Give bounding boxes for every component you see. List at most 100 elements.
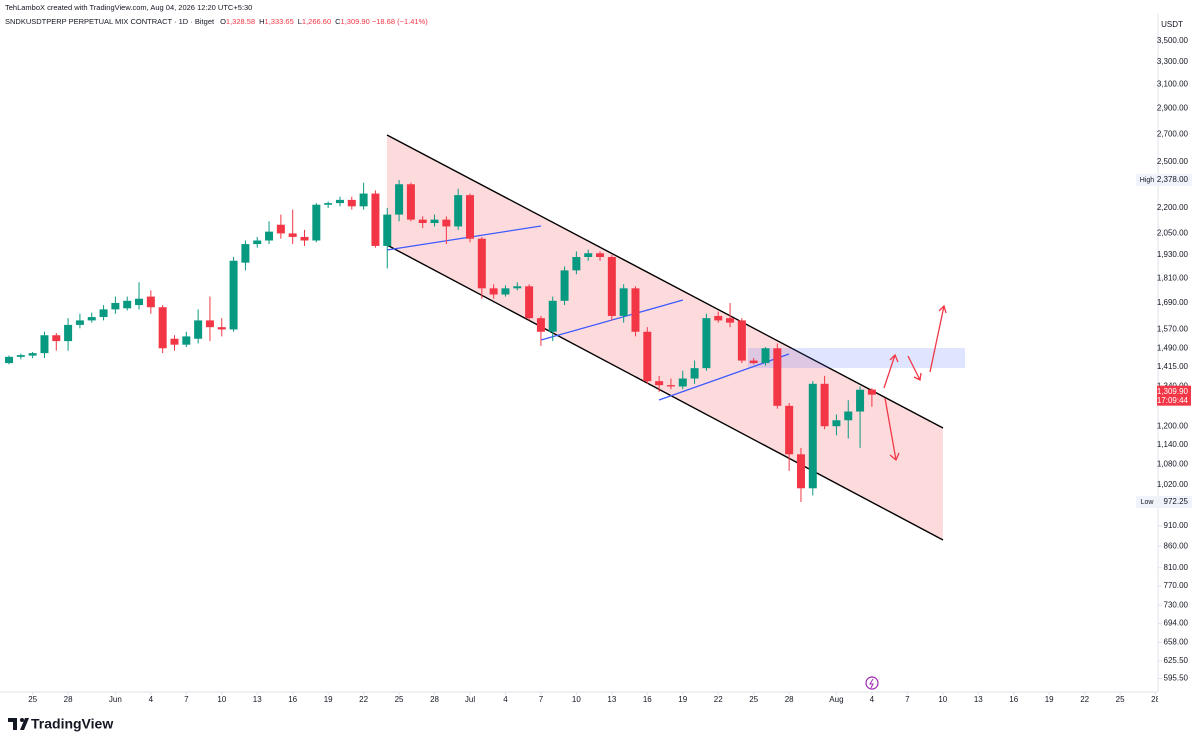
- x-tick-label: 10: [217, 695, 226, 704]
- candle-body: [418, 219, 427, 224]
- x-ticks: 25 28 Jun 4 7 10 13 16 19 22 25 28 Jul 4 7 10 13 16 19 22 25…: [28, 692, 1158, 704]
- y-tick-label: 1,020.00: [1157, 480, 1189, 489]
- y-tick-label: 1,140.00: [1157, 440, 1189, 449]
- y-tick-label: 3,100.00: [1157, 80, 1189, 89]
- x-tick-label: 19: [1045, 695, 1054, 704]
- channel-upper: [386, 134, 944, 429]
- symbol-legend: SNDKUSDTPERP PERPETUAL MIX CONTRACT · 1D…: [5, 17, 428, 26]
- candle-body: [690, 368, 699, 379]
- y-tick-label: 770.00: [1164, 581, 1189, 590]
- candle-body: [371, 193, 380, 246]
- candle-body: [442, 219, 451, 227]
- x-tick-label: Aug: [829, 695, 843, 704]
- candle-body: [64, 324, 73, 342]
- candle-body: [678, 378, 687, 387]
- zone: [748, 348, 965, 368]
- candle-body: [16, 355, 25, 357]
- x-tick-label: 28: [64, 695, 73, 704]
- candle-body: [702, 318, 711, 369]
- x-tick-label: 25: [395, 695, 404, 704]
- trend-line: [386, 225, 542, 251]
- y-tick-label: 2,500.00: [1157, 157, 1189, 166]
- candle-body: [170, 338, 179, 345]
- candle-body: [820, 383, 829, 427]
- x-tick-label: 28: [785, 695, 794, 704]
- y-tick-label: 860.00: [1164, 541, 1189, 550]
- credit: TehLamboX created with TradingView.com, …: [5, 3, 252, 12]
- candle-body: [253, 240, 262, 245]
- x-tick-label: Jul: [465, 695, 475, 704]
- candle-body: [761, 348, 770, 364]
- candle-body: [465, 195, 474, 239]
- candle-body: [182, 336, 191, 345]
- x-tick-label: 7: [184, 695, 189, 704]
- candle-body: [525, 286, 534, 319]
- candle-body: [536, 318, 545, 332]
- candle-body: [276, 224, 285, 234]
- x-tick-label: 7: [539, 695, 544, 704]
- arrow: [883, 353, 899, 389]
- drawings: [386, 134, 965, 541]
- candle-body: [584, 253, 593, 257]
- x-tick-label: 4: [870, 695, 875, 704]
- x-tick-label: 13: [253, 695, 262, 704]
- candle-body: [288, 233, 297, 237]
- change: −18.68 (−1.41%): [372, 17, 428, 26]
- y-tick-label: 1,570.00: [1157, 325, 1189, 334]
- candle-body: [5, 356, 14, 364]
- candle-body: [40, 335, 49, 354]
- ohlc-key: H: [259, 17, 264, 26]
- candle-body: [513, 286, 522, 289]
- candle-body: [737, 320, 746, 361]
- last-price: 1,309.90: [1157, 387, 1189, 396]
- x-tick-label: 28: [430, 695, 439, 704]
- candle-body: [643, 331, 652, 382]
- candle-body: [454, 195, 463, 227]
- y-tick-label: 595.50: [1164, 674, 1189, 683]
- brand: TradingView: [31, 716, 113, 732]
- arrows: [883, 304, 947, 462]
- y-tick-label: 2,900.00: [1157, 104, 1189, 113]
- candle-body: [111, 302, 120, 310]
- candle-body: [265, 231, 274, 241]
- candle-body: [335, 199, 344, 204]
- candle-body: [217, 327, 226, 330]
- candle-body: [123, 300, 132, 309]
- candle-body: [347, 199, 356, 207]
- candle-body: [383, 214, 392, 246]
- candle-body: [28, 353, 37, 356]
- candle-body: [856, 389, 865, 412]
- ohlc-value: 1,266.60: [302, 17, 331, 26]
- candle-body: [785, 405, 794, 455]
- marker-label: High: [1140, 177, 1155, 184]
- event-icon[interactable]: [865, 676, 879, 690]
- candle-body: [395, 184, 404, 215]
- ohlc-key: L: [298, 17, 302, 26]
- candle-body: [430, 219, 439, 224]
- candle-body: [99, 309, 108, 318]
- x-tick-label: 13: [974, 695, 983, 704]
- x-tick-label: 16: [643, 695, 652, 704]
- candle-body: [714, 315, 723, 321]
- candle-body: [312, 204, 321, 241]
- x-tick-label: 4: [149, 695, 154, 704]
- candle-body: [324, 203, 333, 205]
- x-tick-label: 16: [1009, 695, 1018, 704]
- countdown: 17:09:44: [1157, 396, 1189, 405]
- marker-label: Low: [1141, 499, 1155, 506]
- x-tick-label: 19: [678, 695, 687, 704]
- marker-tag: [1136, 173, 1158, 186]
- x-tick-label: 25: [1116, 695, 1125, 704]
- candle-body: [796, 454, 805, 489]
- x-tick-label: 4: [503, 695, 508, 704]
- y-tick-label: 1,810.00: [1157, 273, 1189, 282]
- candle-body: [560, 270, 569, 301]
- candle-body: [666, 385, 675, 387]
- y-tick-label: 730.00: [1164, 600, 1189, 609]
- arrow: [929, 304, 947, 373]
- candles: [5, 179, 876, 502]
- x-tick-label: 19: [324, 695, 333, 704]
- candle-body: [548, 300, 557, 332]
- marker-value-bg: [1159, 173, 1192, 186]
